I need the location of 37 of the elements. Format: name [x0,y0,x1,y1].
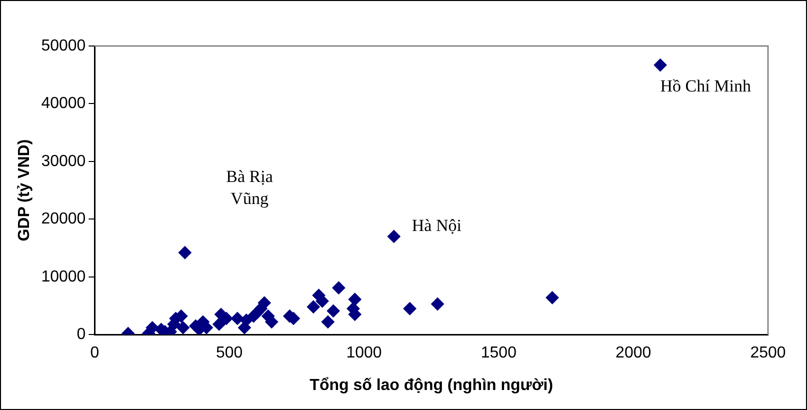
annotation: Hà Nội [412,216,462,235]
point [387,230,400,243]
y-tick-label: 20000 [41,210,86,228]
point [321,315,334,328]
x-tick-label: 1500 [480,344,517,362]
point [212,318,226,331]
y-tick-label: 50000 [41,37,86,54]
annotation: Hồ Chí Minh [660,76,752,96]
y-tick-label: 40000 [41,95,86,112]
point [403,302,416,316]
point [176,321,190,334]
x-tick-label: 2500 [750,344,786,362]
y-tick-label: 0 [76,326,86,344]
x-tick-label: 1000 [346,344,382,362]
point [546,291,559,304]
annotation: Bà Rịa Vũng [226,166,274,208]
point [326,304,340,318]
point [146,321,159,334]
x-tick-label: 0 [90,344,100,362]
point [230,312,244,325]
point [654,58,667,72]
y-tick-label: 30000 [41,152,86,170]
point [240,314,253,327]
point [348,292,362,306]
x-tick-label: 500 [216,344,243,362]
point [431,298,444,311]
point [258,296,271,310]
x-axis-title: Tổng số lao động (nghìn người) [310,376,554,394]
x-tick-label: 2000 [616,344,652,362]
y-axis-title: GDP (tỷ VND) [16,139,34,242]
point [316,294,329,308]
point [178,246,192,260]
point [332,281,346,294]
point [220,312,233,325]
point [306,300,320,314]
y-tick-label: 10000 [41,268,86,286]
point [265,315,278,328]
